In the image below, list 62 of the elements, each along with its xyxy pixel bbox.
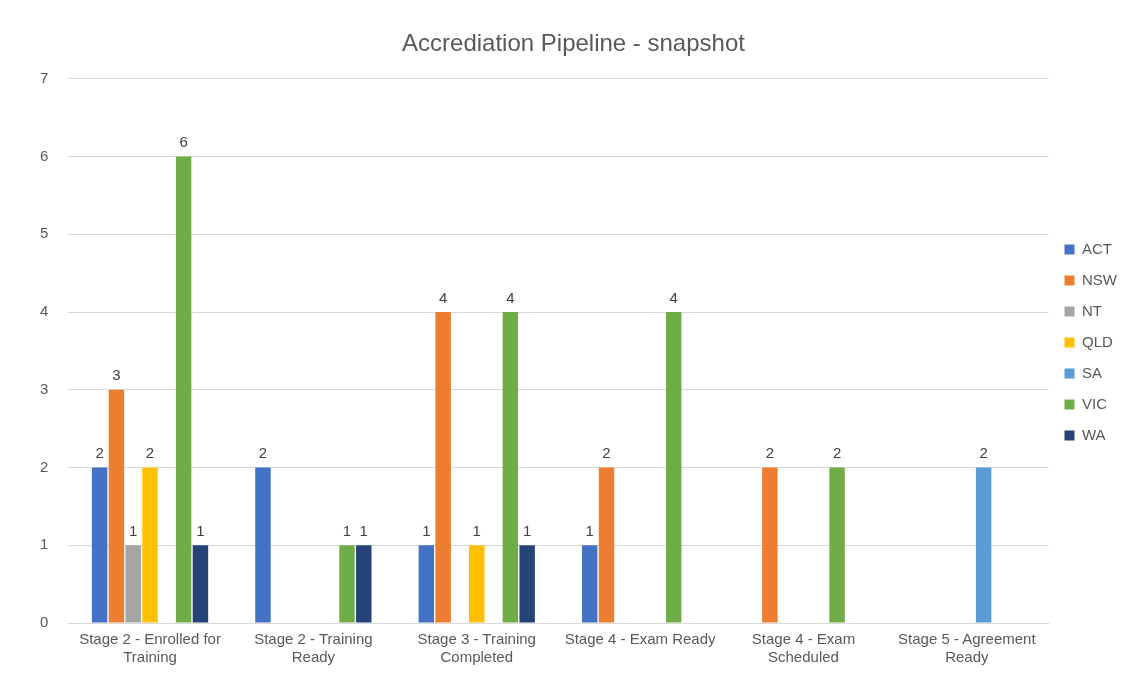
data-label: 2 [832,444,842,462]
y-tick-label: 6 [40,146,49,164]
x-tick-label: Stage 3 - Training Completed [417,630,536,666]
x-tick-label: Stage 5 - Agreement Ready [898,630,1037,666]
data-label: 2 [979,444,988,462]
data-label: 4 [669,288,678,306]
data-label: 1 [359,521,368,539]
data-label: 3 [112,366,121,384]
bar [339,545,355,623]
legend-label: ACT [1082,239,1112,257]
bar [665,312,682,623]
x-tick-label: Stage 4 - Exam Scheduled [751,630,856,666]
legend-label: QLD [1082,332,1114,350]
legend-label: NT [1082,301,1102,319]
y-tick-label: 7 [40,68,49,86]
legend-label: VIC [1082,394,1108,412]
data-label: 1 [472,521,481,539]
bar [108,389,125,623]
data-label: 1 [585,521,594,539]
data-label: 1 [522,521,532,539]
data-label: 4 [438,288,448,306]
bar [142,467,158,623]
y-tick-label: 1 [40,535,49,553]
bar [762,467,778,623]
bar [829,467,845,623]
bar [975,467,992,623]
bar [255,467,271,623]
x-tick-label: Stage 4 - Exam Ready [564,630,717,648]
data-label: 6 [179,133,188,151]
bar [519,545,535,623]
data-label: 1 [129,521,138,539]
data-label: 1 [422,521,431,539]
bar [418,545,435,623]
data-label: 2 [258,444,268,462]
bar [581,545,598,623]
bar [356,545,372,623]
data-label: 1 [342,521,352,539]
bar [435,312,451,623]
x-tick-label: Stage 2 - Training Ready [254,630,373,666]
legend-label: NSW [1082,270,1118,288]
data-label: 4 [506,288,515,306]
data-label: 2 [145,444,155,462]
data-label: 2 [765,444,775,462]
y-tick-label: 2 [40,457,49,475]
data-label: 2 [602,444,611,462]
bar [91,467,108,623]
legend-label: WA [1082,425,1106,443]
bar [175,156,192,623]
y-tick-label: 3 [40,379,49,397]
data-label: 1 [196,521,205,539]
bar [598,467,615,623]
bar [469,545,485,623]
legend-label: SA [1082,363,1103,381]
y-tick-label: 4 [40,302,49,320]
bar [502,312,519,623]
bar [192,545,209,623]
data-label: 2 [95,444,104,462]
y-tick-label: 0 [40,613,49,631]
y-tick-label: 5 [40,224,49,242]
bar [125,545,141,623]
x-tick-label: Stage 2 - Enrolled for Training [79,630,221,666]
chart-title: Accrediation Pipeline - snapshot [402,29,746,57]
